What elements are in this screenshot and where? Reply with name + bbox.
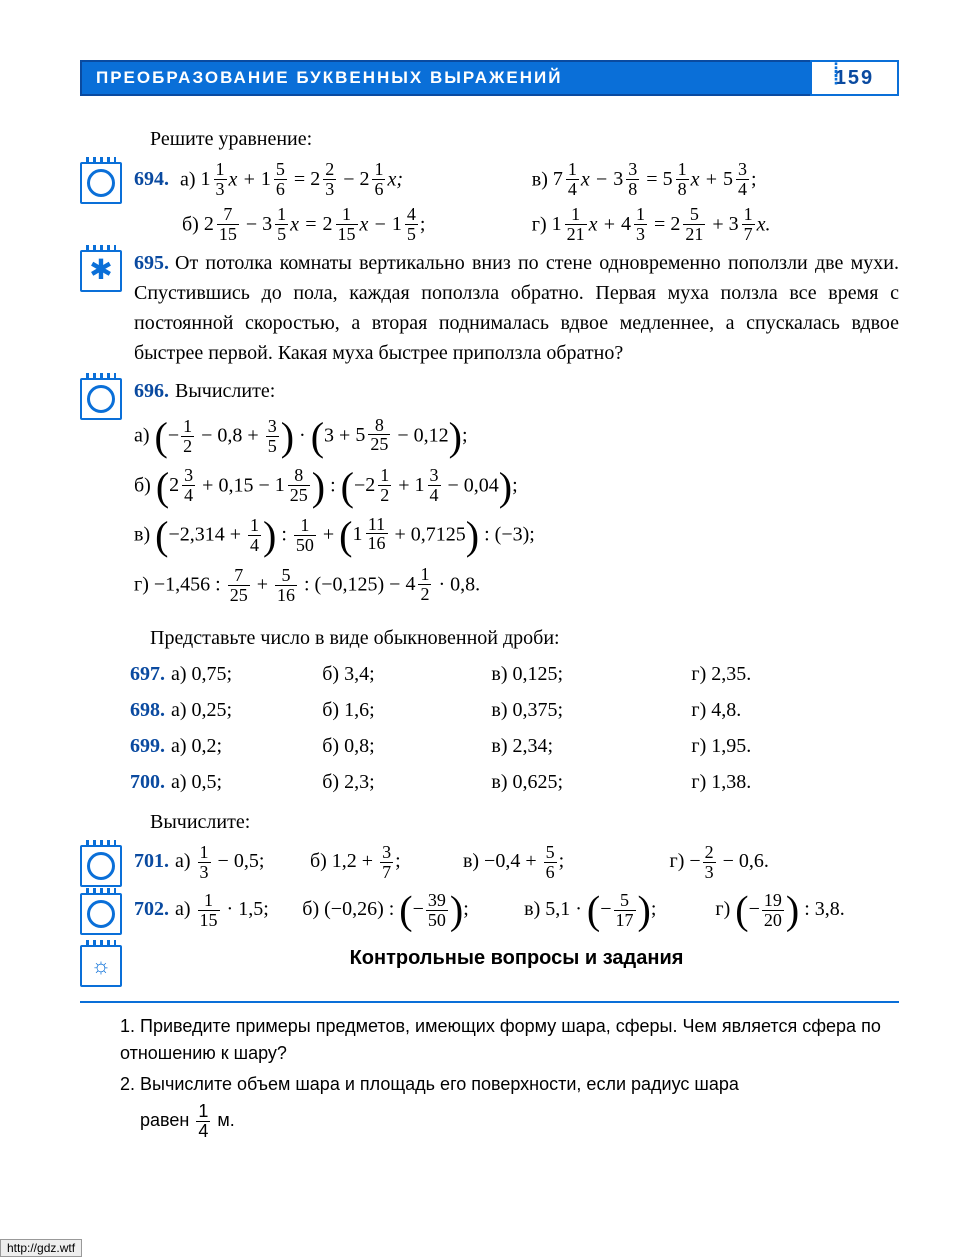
ex-702: 702.а) 115 · 1,5; б) (−0,26) : (−3950); … — [80, 891, 899, 935]
marker-star-icon: ✱ — [80, 250, 122, 292]
questions-block: 1. Приведите примеры предметов, имеющих … — [120, 1013, 899, 1141]
ex696-v: в) (−2,314 + 14) : 150 + (11116 + 0,7125… — [134, 515, 899, 555]
ex694-v: в) 714x − 338 = 518x + 534; — [532, 160, 899, 199]
q1: 1. Приведите примеры предметов, имеющих … — [120, 1013, 899, 1067]
ex696-a: а) (−12 − 0,8 + 35) · (3 + 5825 − 0,12); — [134, 416, 899, 456]
binding-icon: ⦙⦙ — [834, 66, 840, 82]
page: ПРЕОБРАЗОВАНИЕ БУКВЕННЫХ ВЫРАЖЕНИЙ ⦙⦙ 15… — [0, 0, 969, 1257]
marker-circle-icon — [80, 893, 122, 935]
ex694-b: б) 2715 − 315x = 2115x − 145; — [134, 205, 532, 244]
watermark: http://gdz.wtf — [0, 1239, 82, 1257]
ex696-g: г) −1,456 : 725 + 516 : (−0,125) − 412 ·… — [134, 565, 899, 605]
section-questions: ☼ Контрольные вопросы и задания — [80, 943, 899, 987]
q2-line2: равен 14 м. — [120, 1102, 899, 1141]
page-number: 159 — [835, 67, 874, 90]
intro-solve: Решите уравнение: — [150, 124, 899, 154]
divider — [80, 1001, 899, 1003]
section-title: Контрольные вопросы и задания — [134, 943, 899, 973]
intro-calc: Вычислите: — [150, 807, 899, 837]
chapter-header: ПРЕОБРАЗОВАНИЕ БУКВЕННЫХ ВЫРАЖЕНИЙ ⦙⦙ 15… — [80, 60, 814, 96]
ex-696: 696.Вычислите: а) (−12 − 0,8 + 35) · (3 … — [80, 376, 899, 615]
ex694-g: г) 1121x + 413 = 2521 + 317x. — [532, 205, 899, 244]
ex-695: ✱ 695.От потолка комнаты вертикально вни… — [80, 248, 899, 372]
marker-circle-icon — [80, 845, 122, 887]
ex-701: 701.а) 13 − 0,5; б) 1,2 + 37; в) −0,4 + … — [80, 843, 899, 887]
ex-697-700-table: 697.а) 0,75; б) 3,4; в) 0,125; г) 2,35. … — [130, 659, 899, 797]
content: Решите уравнение: 694. а) 113x + 156 = 2… — [80, 124, 899, 1141]
ex695-text: От потолка комнаты вертикально вниз по с… — [134, 252, 899, 364]
chapter-title: ПРЕОБРАЗОВАНИЕ БУКВЕННЫХ ВЫРАЖЕНИЙ — [96, 68, 562, 88]
intro-fraction: Представьте число в виде обыкновенной др… — [150, 623, 899, 653]
page-number-box: ⦙⦙ 159 — [810, 60, 899, 96]
ex696-b: б) (234 + 0,15 − 1825) : (−212 + 134 − 0… — [134, 466, 899, 505]
ex-694: 694. а) 113x + 156 = 223 − 216x; в) 714x… — [80, 160, 899, 244]
marker-bulb-icon: ☼ — [80, 945, 122, 987]
ex694-a: 694. а) 113x + 156 = 223 − 216x; — [134, 160, 532, 199]
marker-circle-icon — [80, 162, 122, 204]
q2-line1: 2. Вычислите объем шара и площадь его по… — [120, 1071, 899, 1098]
marker-circle-icon — [80, 378, 122, 420]
